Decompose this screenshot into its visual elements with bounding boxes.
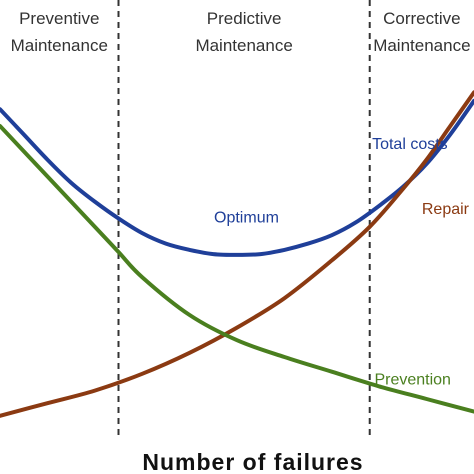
series-line-prevention xyxy=(0,124,474,414)
curve-annotations: Total costs Optimum Repair Prevention xyxy=(214,136,470,388)
series-line-repair xyxy=(0,90,474,418)
region-label-2-line-2: Maintenance xyxy=(195,36,292,55)
series-lines xyxy=(0,90,474,418)
region-label-1-line-1: Preventive xyxy=(19,9,99,28)
region-label-3-line-1: Corrective xyxy=(383,9,460,28)
x-axis-label: Number of failures xyxy=(142,449,363,474)
annotation-optimum: Optimum xyxy=(214,210,279,227)
annotation-total-costs: Total costs xyxy=(372,136,448,153)
series-line-total-costs xyxy=(0,98,474,257)
region-label-1-line-2: Maintenance xyxy=(11,36,108,55)
annotation-repair: Repair xyxy=(422,201,470,218)
region-labels: Preventive Maintenance Predictive Maintenan… xyxy=(11,9,471,55)
annotation-prevention: Prevention xyxy=(374,371,451,388)
region-label-2-line-1: Predictive xyxy=(207,9,282,28)
region-label-3-line-2: Maintenance xyxy=(373,36,470,55)
